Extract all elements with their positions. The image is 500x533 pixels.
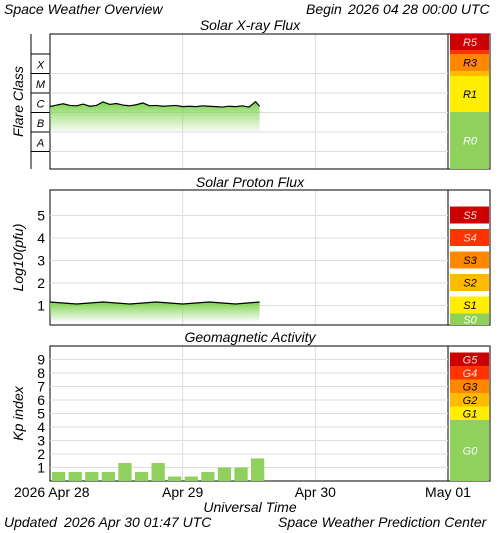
x-tick-label-1: Apr 29 <box>162 484 203 500</box>
geomag-scale-G2-block <box>450 393 489 407</box>
proton-flux-line <box>49 301 260 305</box>
kp-bar <box>184 476 198 481</box>
proton-scale-S3-block <box>450 251 489 269</box>
footer-updated-label: Updated <box>4 514 57 530</box>
xray-scale-R5-label: R5 <box>463 37 478 49</box>
kp-bar <box>52 471 66 481</box>
kp-bar <box>201 471 215 481</box>
xray-scale-R1-block <box>450 76 489 112</box>
proton-ytick: 3 <box>37 253 45 269</box>
kp-bar <box>68 471 82 481</box>
xray-scale-R3-label: R3 <box>463 58 478 70</box>
xray-title: Solar X-ray Flux <box>200 17 301 33</box>
page-title: Space Weather Overview <box>4 1 163 17</box>
kp-bar <box>251 458 265 481</box>
x-tick-label-0: 2026 Apr 28 <box>14 484 90 500</box>
footer-center: Space Weather Prediction Center <box>278 514 487 530</box>
proton-scale-S1-label: S1 <box>463 300 476 312</box>
xray-class-B: B <box>37 118 44 130</box>
xray-class-C: C <box>37 98 45 110</box>
plot-frame <box>49 189 491 326</box>
geomag-title: Geomagnetic Activity <box>185 329 317 345</box>
xray-scale-band1-block <box>450 50 489 54</box>
xray-class-A: A <box>36 137 44 149</box>
kp-bar <box>101 471 116 481</box>
proton-ytick: 5 <box>37 208 45 224</box>
geomag-ytick: 9 <box>37 352 45 368</box>
xray-scale-R5-block <box>450 34 489 50</box>
proton-flux-area <box>50 302 260 321</box>
proton-scale-S3-label: S3 <box>463 255 477 267</box>
proton-ytick: 2 <box>37 275 45 291</box>
kp-bar <box>85 471 99 481</box>
geomag-ytick: 2 <box>37 446 45 462</box>
proton-ytick: 1 <box>37 298 45 314</box>
geomag-scale-G1-label: G1 <box>463 408 478 420</box>
kp-bar <box>118 463 132 481</box>
xray-class-X: X <box>36 59 45 71</box>
proton-scale-S4-label: S4 <box>463 233 476 245</box>
begin-label: Begin <box>306 1 342 17</box>
proton-title: Solar Proton Flux <box>196 174 305 190</box>
proton-scale-S2-label: S2 <box>463 278 476 290</box>
x-axis-title: Universal Time <box>203 499 296 515</box>
kp-bar <box>234 467 248 481</box>
geomag-scale-G1-block <box>450 406 489 420</box>
begin-date: 2026 04 28 00:00 UTC <box>348 1 490 17</box>
proton-scale-S4-block <box>450 229 489 246</box>
geomag-scale-G3-block <box>450 379 489 393</box>
geomag-ytick: 6 <box>37 392 45 408</box>
geomag-scale-G5-label: G5 <box>463 354 479 366</box>
plot-frame <box>49 33 491 170</box>
xray-scale-R0-label: R0 <box>463 136 478 148</box>
proton-scale-S1-block <box>450 296 489 314</box>
proton-scale-S5-label: S5 <box>463 210 477 222</box>
kp-bar <box>217 467 232 481</box>
xray-scale-band3-block <box>450 71 489 76</box>
proton-ylabel: Log10(pfu) <box>10 224 26 292</box>
geomag-ytick: 5 <box>37 406 45 422</box>
x-tick-label-3: May 01 <box>425 484 471 500</box>
xray-scale-R1-label: R1 <box>463 89 477 101</box>
geomag-ylabel: Kp index <box>10 385 26 440</box>
xray-scale-R0-block <box>450 112 489 169</box>
xray-flux-line <box>49 100 261 108</box>
geomag-scale-G3-label: G3 <box>463 381 479 393</box>
geomag-scale-G4-label: G4 <box>463 368 478 380</box>
geomag-ytick: 3 <box>37 433 45 449</box>
geomag-scale-G4-block <box>450 366 489 380</box>
geomag-scale-G0-label: G0 <box>463 446 479 458</box>
geomag-ytick: 7 <box>37 379 45 395</box>
geomag-ytick: 4 <box>37 419 45 435</box>
geomag-ytick: 1 <box>37 460 45 476</box>
proton-scale-S0-block <box>450 313 489 325</box>
proton-ytick: 4 <box>37 230 45 246</box>
xray-scale-R3-block <box>450 54 489 71</box>
kp-bar <box>151 463 165 481</box>
proton-scale-S2-block <box>450 274 489 291</box>
footer-updated-time: 2026 Apr 30 01:47 UTC <box>64 514 212 530</box>
xray-flux-area <box>50 101 260 131</box>
x-tick-label-2: Apr 30 <box>295 484 336 500</box>
kp-bar <box>134 471 149 481</box>
xray-class-M: M <box>36 79 46 91</box>
proton-scale-S0-label: S0 <box>463 314 477 326</box>
kp-bar <box>168 476 182 481</box>
proton-scale-S5-block <box>450 206 489 224</box>
geomag-scale-G5-block <box>450 352 489 366</box>
xray-ylabel: Flare Class <box>10 66 26 137</box>
geomag-scale-G0-block <box>450 420 489 481</box>
geomag-ytick: 8 <box>37 365 45 381</box>
geomag-scale-G2-label: G2 <box>463 395 478 407</box>
